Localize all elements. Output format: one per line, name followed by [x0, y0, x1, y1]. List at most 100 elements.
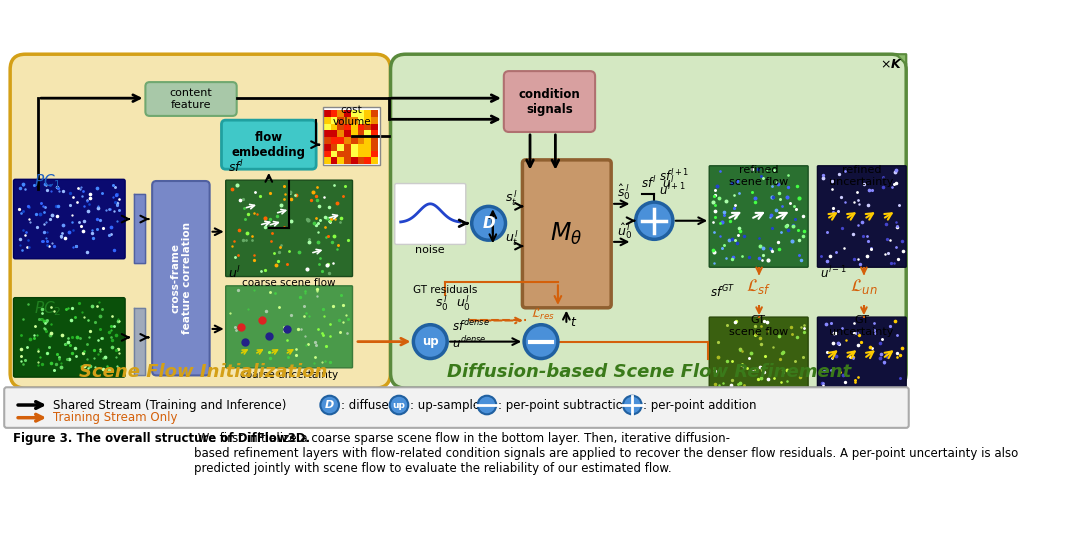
Bar — [324, 124, 330, 130]
Bar — [324, 137, 330, 144]
Bar — [372, 144, 378, 150]
Bar — [364, 124, 372, 130]
Bar — [372, 157, 378, 164]
Polygon shape — [896, 54, 906, 64]
FancyBboxPatch shape — [226, 180, 352, 277]
Bar — [345, 110, 351, 117]
FancyBboxPatch shape — [503, 71, 595, 132]
Text: $sf^l\ \ u^l$: $sf^l\ \ u^l$ — [640, 175, 675, 191]
FancyBboxPatch shape — [146, 82, 237, 116]
Text: $u^{l-1}$: $u^{l-1}$ — [820, 265, 847, 281]
Text: $sf^{GT}$: $sf^{GT}$ — [710, 284, 735, 301]
Text: GT
uncertainty: GT uncertainty — [829, 315, 893, 337]
Text: $PC_2$: $PC_2$ — [33, 299, 62, 318]
Bar — [330, 110, 337, 117]
Bar — [351, 117, 357, 124]
Circle shape — [472, 206, 505, 240]
Bar — [330, 130, 337, 137]
Bar — [364, 150, 372, 157]
Bar — [351, 144, 357, 150]
FancyBboxPatch shape — [391, 54, 906, 388]
FancyBboxPatch shape — [10, 54, 391, 388]
Text: D: D — [325, 400, 335, 410]
Polygon shape — [134, 308, 146, 375]
Text: $\mathcal{L}_{sf}$: $\mathcal{L}_{sf}$ — [746, 277, 772, 296]
FancyBboxPatch shape — [523, 160, 611, 308]
Text: Scene Flow Initialization: Scene Flow Initialization — [79, 364, 327, 381]
Circle shape — [477, 396, 496, 415]
FancyBboxPatch shape — [710, 317, 808, 399]
Text: $M_\theta$: $M_\theta$ — [551, 220, 582, 246]
Circle shape — [321, 396, 339, 415]
FancyBboxPatch shape — [818, 317, 906, 399]
Bar — [364, 144, 372, 150]
FancyBboxPatch shape — [395, 184, 465, 244]
Bar — [357, 110, 364, 117]
Bar — [364, 117, 372, 124]
Bar — [364, 110, 372, 117]
Bar — [351, 124, 357, 130]
Text: $\mathcal{L}_{res}$: $\mathcal{L}_{res}$ — [531, 307, 555, 322]
Text: $sf^{dense}$: $sf^{dense}$ — [453, 318, 490, 333]
Bar — [324, 150, 330, 157]
Bar — [357, 124, 364, 130]
Bar — [357, 130, 364, 137]
Text: up: up — [422, 335, 438, 348]
Bar — [364, 157, 372, 164]
Text: $t$: $t$ — [570, 316, 577, 329]
Bar — [337, 130, 345, 137]
Text: refined
uncertainty: refined uncertainty — [829, 165, 893, 186]
Text: : per-point subtraction: : per-point subtraction — [498, 398, 631, 411]
Bar — [351, 130, 357, 137]
Text: $s_0^{\,l}$: $s_0^{\,l}$ — [435, 294, 449, 313]
Bar — [337, 117, 345, 124]
Bar — [323, 107, 380, 165]
Bar — [337, 110, 345, 117]
Text: $\hat{s}_0^{\,l}$: $\hat{s}_0^{\,l}$ — [617, 182, 631, 202]
Bar — [357, 137, 364, 144]
Text: $u_0^{\,l}$: $u_0^{\,l}$ — [457, 294, 471, 313]
Bar — [345, 124, 351, 130]
Bar — [330, 144, 337, 150]
Circle shape — [636, 202, 673, 240]
FancyBboxPatch shape — [14, 297, 125, 377]
FancyBboxPatch shape — [14, 179, 125, 259]
Text: : per-point addition: : per-point addition — [644, 398, 757, 411]
Bar — [372, 124, 378, 130]
Text: $u^{l+1}$: $u^{l+1}$ — [659, 183, 686, 198]
Text: cost
volume: cost volume — [333, 105, 370, 127]
Bar — [337, 150, 345, 157]
Circle shape — [524, 325, 558, 359]
Bar — [372, 130, 378, 137]
Bar — [372, 110, 378, 117]
Bar — [372, 117, 378, 124]
Bar — [345, 144, 351, 150]
FancyBboxPatch shape — [221, 120, 316, 169]
Bar — [357, 150, 364, 157]
Bar — [364, 137, 372, 144]
Bar — [337, 124, 345, 130]
Bar — [330, 150, 337, 157]
Bar — [337, 144, 345, 150]
FancyBboxPatch shape — [4, 387, 908, 428]
Text: cross-frame
feature correlation: cross-frame feature correlation — [170, 222, 191, 334]
Bar — [351, 150, 357, 157]
Bar — [357, 117, 364, 124]
Bar — [330, 124, 337, 130]
Text: $u^l$: $u^l$ — [228, 265, 241, 281]
FancyBboxPatch shape — [226, 286, 352, 368]
Text: $u_t^{\,l}$: $u_t^{\,l}$ — [504, 229, 519, 248]
Bar — [324, 144, 330, 150]
Bar — [324, 110, 330, 117]
Bar — [337, 157, 345, 164]
Bar — [351, 137, 357, 144]
Bar — [345, 137, 351, 144]
Bar — [337, 137, 345, 144]
Bar — [364, 130, 372, 137]
Text: noise: noise — [416, 245, 445, 255]
Bar — [372, 150, 378, 157]
Text: flow
embedding: flow embedding — [232, 130, 306, 158]
Bar — [345, 117, 351, 124]
Text: Figure 3. The overall structure of DifFlow3D.: Figure 3. The overall structure of DifFl… — [13, 432, 310, 445]
Bar — [345, 130, 351, 137]
